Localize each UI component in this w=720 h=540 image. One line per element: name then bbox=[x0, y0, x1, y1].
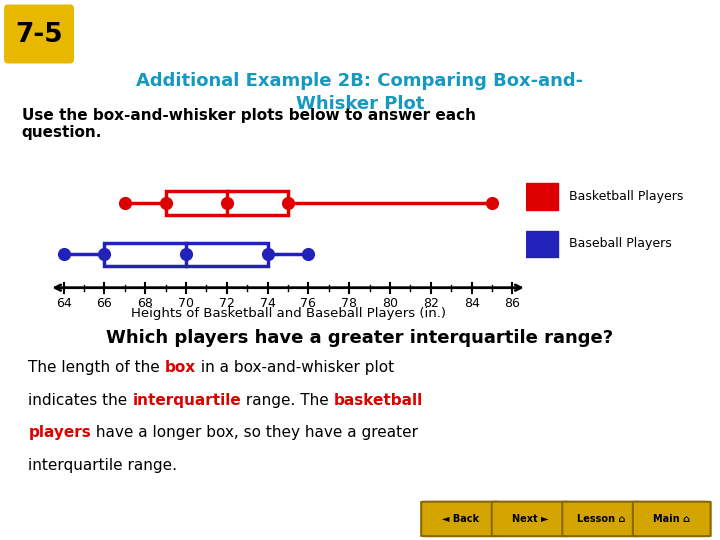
Point bbox=[262, 250, 274, 259]
Point bbox=[160, 199, 171, 207]
Point bbox=[302, 250, 314, 259]
Text: basketball: basketball bbox=[334, 393, 423, 408]
Text: 7-5: 7-5 bbox=[15, 22, 63, 48]
Point bbox=[99, 250, 110, 259]
Text: 76: 76 bbox=[300, 297, 316, 310]
Text: 64: 64 bbox=[55, 297, 71, 310]
FancyBboxPatch shape bbox=[104, 243, 268, 266]
Text: Whisker Plot: Whisker Plot bbox=[296, 94, 424, 113]
FancyBboxPatch shape bbox=[492, 502, 570, 536]
Text: interquartile: interquartile bbox=[132, 393, 241, 408]
Text: Next ►: Next ► bbox=[513, 514, 549, 524]
FancyBboxPatch shape bbox=[421, 502, 499, 536]
Text: © HOLT McDOUGAL, All Rights Reserved: © HOLT McDOUGAL, All Rights Reserved bbox=[11, 512, 209, 522]
Text: Basketball Players: Basketball Players bbox=[569, 190, 683, 203]
Point bbox=[282, 199, 294, 207]
FancyBboxPatch shape bbox=[166, 192, 288, 214]
Text: 86: 86 bbox=[505, 297, 521, 310]
Text: 74: 74 bbox=[260, 297, 276, 310]
Text: Additional Example 2B: Comparing Box-and-: Additional Example 2B: Comparing Box-and… bbox=[136, 72, 584, 90]
Text: ◄ Back: ◄ Back bbox=[441, 514, 479, 524]
Point bbox=[119, 199, 130, 207]
Text: 68: 68 bbox=[138, 297, 153, 310]
Text: Main ⌂: Main ⌂ bbox=[653, 514, 690, 524]
Text: in a box-and-whisker plot: in a box-and-whisker plot bbox=[196, 360, 395, 375]
FancyBboxPatch shape bbox=[633, 502, 711, 536]
Text: interquartile range.: interquartile range. bbox=[28, 457, 177, 472]
Text: The length of the: The length of the bbox=[28, 360, 165, 375]
Point bbox=[486, 199, 498, 207]
FancyBboxPatch shape bbox=[526, 231, 558, 257]
Text: Which players have a greater interquartile range?: Which players have a greater interquarti… bbox=[107, 329, 613, 347]
Point bbox=[221, 199, 233, 207]
FancyBboxPatch shape bbox=[562, 502, 640, 536]
Text: have a longer box, so they have a greater: have a longer box, so they have a greate… bbox=[91, 425, 418, 440]
Text: range. The: range. The bbox=[241, 393, 334, 408]
Text: 66: 66 bbox=[96, 297, 112, 310]
Text: Baseball Players: Baseball Players bbox=[569, 238, 672, 251]
Text: Heights of Basketball and Baseball Players (in.): Heights of Basketball and Baseball Playe… bbox=[130, 307, 446, 320]
Text: 80: 80 bbox=[382, 297, 398, 310]
Text: 72: 72 bbox=[219, 297, 235, 310]
Text: Box-and-Whisker Plots: Box-and-Whisker Plots bbox=[88, 20, 475, 49]
Text: players: players bbox=[28, 425, 91, 440]
Text: Use the box-and-whisker plots below to answer each
question.: Use the box-and-whisker plots below to a… bbox=[22, 108, 476, 140]
Text: 70: 70 bbox=[178, 297, 194, 310]
Point bbox=[58, 250, 69, 259]
Text: 84: 84 bbox=[464, 297, 480, 310]
Text: Lesson ⌂: Lesson ⌂ bbox=[577, 514, 626, 524]
Text: indicates the: indicates the bbox=[28, 393, 132, 408]
FancyBboxPatch shape bbox=[4, 4, 74, 64]
FancyBboxPatch shape bbox=[526, 184, 558, 210]
Text: 78: 78 bbox=[341, 297, 357, 310]
Text: 82: 82 bbox=[423, 297, 438, 310]
Point bbox=[180, 250, 192, 259]
Text: box: box bbox=[165, 360, 196, 375]
